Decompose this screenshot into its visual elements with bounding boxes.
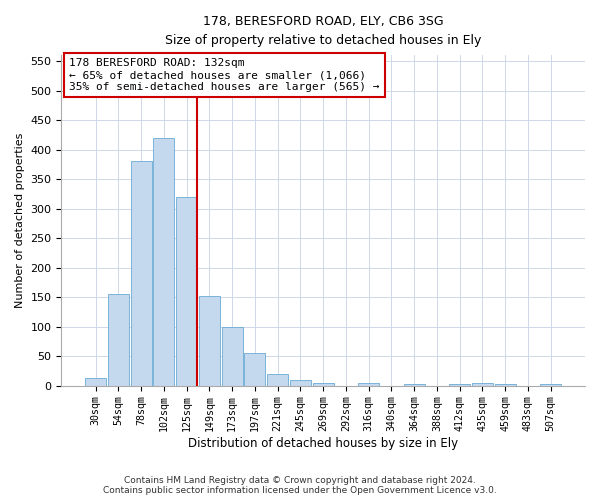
Bar xyxy=(472,383,493,386)
Bar xyxy=(222,326,242,386)
Bar xyxy=(199,296,220,386)
Text: Contains HM Land Registry data © Crown copyright and database right 2024.
Contai: Contains HM Land Registry data © Crown c… xyxy=(103,476,497,495)
Bar xyxy=(244,354,265,386)
Bar xyxy=(85,378,106,386)
Bar xyxy=(108,294,129,386)
X-axis label: Distribution of detached houses by size in Ely: Distribution of detached houses by size … xyxy=(188,437,458,450)
Y-axis label: Number of detached properties: Number of detached properties xyxy=(15,132,25,308)
Bar xyxy=(267,374,288,386)
Text: 178 BERESFORD ROAD: 132sqm
← 65% of detached houses are smaller (1,066)
35% of s: 178 BERESFORD ROAD: 132sqm ← 65% of deta… xyxy=(69,58,380,92)
Bar xyxy=(540,384,561,386)
Bar xyxy=(358,383,379,386)
Bar xyxy=(290,380,311,386)
Bar xyxy=(313,383,334,386)
Bar xyxy=(495,384,515,386)
Bar xyxy=(154,138,175,386)
Bar xyxy=(176,197,197,386)
Bar xyxy=(404,384,425,386)
Bar xyxy=(449,384,470,386)
Bar xyxy=(131,162,152,386)
Title: 178, BERESFORD ROAD, ELY, CB6 3SG
Size of property relative to detached houses i: 178, BERESFORD ROAD, ELY, CB6 3SG Size o… xyxy=(165,15,481,47)
